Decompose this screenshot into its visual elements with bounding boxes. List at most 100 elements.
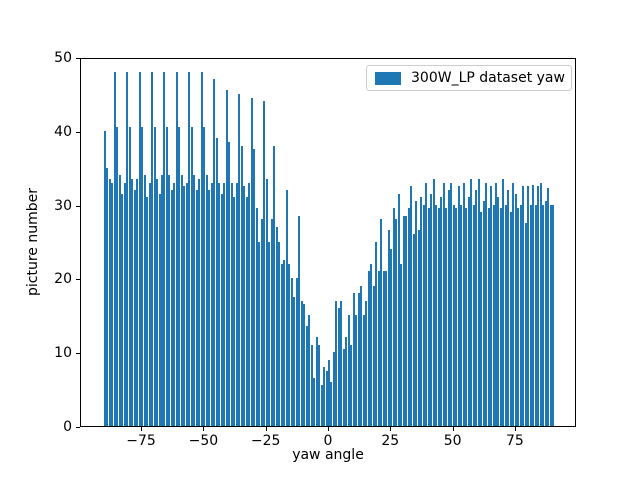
bar	[133, 189, 136, 426]
bar	[143, 175, 146, 426]
bar	[111, 182, 114, 426]
bar	[447, 189, 450, 426]
bar	[300, 300, 303, 426]
x-axis-label: yaw angle	[292, 447, 364, 463]
bar	[360, 285, 363, 426]
bar	[395, 219, 398, 426]
bar	[549, 204, 552, 426]
bar	[158, 193, 161, 426]
y-tick-label: 50	[54, 50, 72, 66]
bar	[487, 208, 490, 426]
bar	[534, 204, 537, 426]
bar	[494, 182, 497, 426]
x-tick-label: −25	[250, 433, 281, 449]
bar	[382, 271, 385, 426]
bar	[427, 208, 430, 426]
bar	[121, 193, 124, 426]
y-tick-mark	[76, 279, 80, 281]
y-tick-label: 40	[54, 123, 72, 140]
bar	[268, 241, 271, 426]
bar	[205, 175, 208, 426]
bar	[480, 212, 483, 426]
bar	[168, 175, 171, 426]
bar	[462, 182, 465, 426]
bar	[415, 200, 418, 426]
bar-series	[81, 59, 575, 426]
bar	[470, 178, 473, 426]
bar	[340, 300, 343, 426]
bar	[250, 97, 253, 426]
y-tick-mark	[76, 427, 80, 428]
bar	[308, 315, 311, 426]
x-tick-mark	[514, 427, 516, 431]
x-tick-label: 25	[381, 433, 400, 449]
bar	[328, 359, 330, 426]
y-tick-label: 30	[54, 197, 72, 214]
x-tick-mark	[265, 427, 267, 431]
bar	[504, 204, 507, 426]
bar	[477, 178, 480, 426]
bar	[507, 189, 510, 426]
bar	[352, 293, 355, 426]
bar	[457, 186, 460, 426]
y-tick-mark	[76, 131, 80, 133]
x-tick-label: 50	[443, 433, 462, 449]
bar	[407, 208, 410, 426]
bar	[253, 149, 256, 426]
bar	[228, 141, 231, 426]
y-tick-label: 20	[54, 271, 72, 288]
bar	[148, 182, 151, 426]
bar	[330, 381, 333, 426]
bar	[512, 182, 515, 426]
bar	[303, 304, 306, 426]
bar	[365, 300, 368, 426]
bar	[235, 182, 238, 426]
bar	[342, 348, 345, 426]
bar	[552, 204, 555, 426]
x-tick-mark	[390, 427, 392, 431]
x-tick-label: −75	[126, 433, 156, 449]
bar	[475, 189, 478, 426]
bar	[313, 378, 316, 426]
bar	[273, 145, 276, 426]
bar	[370, 263, 373, 426]
bar	[136, 178, 139, 426]
x-tick-mark	[141, 427, 143, 431]
y-tick-label: 0	[63, 419, 72, 435]
bar	[220, 193, 223, 426]
bar	[544, 200, 547, 426]
bar	[460, 204, 463, 426]
bar	[325, 370, 328, 426]
bar	[258, 241, 261, 426]
bar	[375, 241, 378, 426]
bar	[410, 186, 413, 426]
bar	[240, 145, 243, 426]
x-tick-mark	[452, 427, 454, 431]
bar	[128, 127, 131, 426]
bar	[372, 285, 375, 426]
bar	[180, 175, 183, 426]
bar	[280, 263, 283, 426]
bar	[123, 182, 126, 426]
bar	[437, 208, 440, 426]
bar	[345, 337, 348, 426]
bar	[320, 385, 323, 426]
x-tick-label: 75	[506, 433, 524, 449]
bar	[417, 230, 420, 426]
bar	[255, 208, 258, 426]
bar	[173, 182, 176, 426]
bar	[198, 178, 201, 426]
bar	[377, 271, 380, 426]
bar	[215, 138, 218, 426]
bar	[405, 215, 408, 426]
bar	[270, 219, 273, 426]
bar	[208, 189, 211, 426]
bar	[502, 178, 505, 426]
bar	[452, 204, 455, 426]
bar	[440, 197, 443, 426]
bar	[305, 326, 308, 426]
legend: 300W_LP dataset yaw	[366, 65, 572, 91]
bar	[455, 208, 458, 426]
bar	[153, 127, 156, 426]
